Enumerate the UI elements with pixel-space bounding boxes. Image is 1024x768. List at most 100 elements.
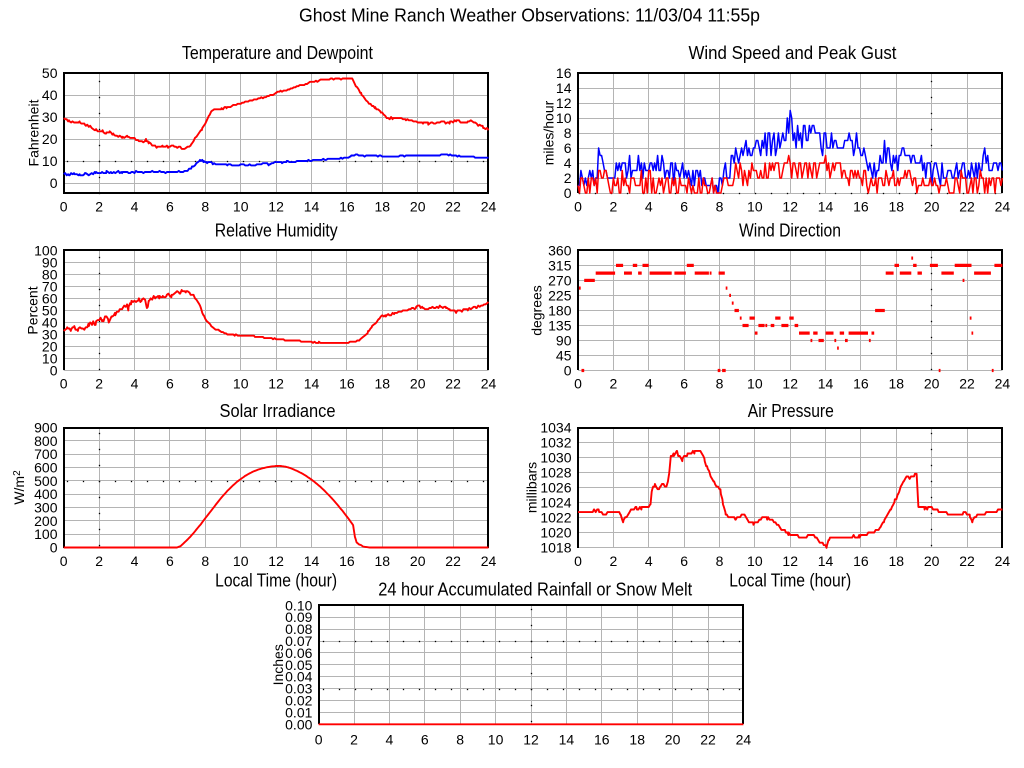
svg-text:270: 270: [548, 272, 572, 288]
svg-text:1024: 1024: [540, 495, 571, 511]
svg-text:Ghost Mine Ranch Weather Obser: Ghost Mine Ranch Weather Observations: 1…: [299, 6, 760, 26]
svg-text:Solar Irradiance: Solar Irradiance: [220, 401, 336, 421]
svg-text:90: 90: [556, 332, 572, 348]
svg-text:4: 4: [386, 731, 394, 747]
svg-text:60: 60: [42, 290, 58, 306]
svg-text:1032: 1032: [540, 435, 571, 451]
svg-text:0: 0: [60, 376, 68, 392]
svg-text:20: 20: [924, 376, 940, 392]
svg-text:70: 70: [42, 278, 58, 294]
svg-text:2: 2: [609, 553, 617, 569]
svg-text:30: 30: [42, 109, 58, 125]
svg-text:6: 6: [564, 140, 572, 156]
svg-text:12: 12: [556, 95, 572, 111]
svg-text:22: 22: [959, 199, 975, 215]
svg-text:24 hour Accumulated Rainfall o: 24 hour Accumulated Rainfall or Snow Mel…: [378, 579, 692, 599]
svg-text:2: 2: [95, 199, 103, 215]
svg-text:200: 200: [34, 513, 58, 529]
svg-text:14: 14: [304, 553, 320, 569]
svg-text:1018: 1018: [540, 540, 571, 556]
svg-text:20: 20: [42, 338, 58, 354]
svg-text:degrees: degrees: [529, 285, 545, 336]
svg-text:14: 14: [304, 199, 320, 215]
svg-text:6: 6: [680, 199, 688, 215]
svg-text:4: 4: [645, 376, 653, 392]
svg-text:2: 2: [609, 376, 617, 392]
svg-text:6: 6: [680, 553, 688, 569]
svg-text:0: 0: [50, 363, 58, 379]
svg-text:0.02: 0.02: [285, 693, 312, 709]
svg-text:8: 8: [564, 125, 572, 141]
svg-text:10: 10: [42, 153, 58, 169]
svg-text:8: 8: [201, 553, 209, 569]
svg-text:Wind Speed and Peak Gust: Wind Speed and Peak Gust: [689, 43, 897, 63]
svg-text:14: 14: [818, 376, 834, 392]
svg-text:0: 0: [50, 175, 58, 191]
svg-text:0: 0: [574, 553, 582, 569]
svg-text:W/m2: W/m2: [11, 470, 27, 505]
svg-text:8: 8: [456, 731, 464, 747]
svg-text:14: 14: [818, 199, 834, 215]
svg-text:16: 16: [853, 376, 869, 392]
svg-text:300: 300: [34, 500, 58, 516]
svg-text:20: 20: [410, 199, 426, 215]
svg-text:6: 6: [166, 199, 174, 215]
svg-text:600: 600: [34, 460, 58, 476]
svg-text:40: 40: [42, 87, 58, 103]
svg-text:0: 0: [574, 199, 582, 215]
svg-text:1020: 1020: [540, 525, 571, 541]
svg-text:8: 8: [716, 376, 724, 392]
svg-text:18: 18: [375, 199, 391, 215]
svg-text:0.05: 0.05: [285, 657, 312, 673]
svg-text:Local Time (hour): Local Time (hour): [215, 571, 337, 591]
svg-text:20: 20: [924, 199, 940, 215]
svg-text:400: 400: [34, 486, 58, 502]
svg-text:24: 24: [481, 376, 497, 392]
svg-text:10: 10: [42, 350, 58, 366]
svg-text:22: 22: [959, 376, 975, 392]
svg-text:20: 20: [410, 376, 426, 392]
svg-text:1030: 1030: [540, 450, 571, 466]
svg-text:4: 4: [645, 199, 653, 215]
svg-text:700: 700: [34, 446, 58, 462]
svg-text:180: 180: [548, 302, 572, 318]
svg-text:1022: 1022: [540, 510, 571, 526]
svg-text:0.06: 0.06: [285, 645, 312, 661]
svg-text:10: 10: [747, 199, 763, 215]
svg-text:100: 100: [34, 242, 58, 258]
svg-text:Percent: Percent: [25, 286, 41, 334]
svg-text:8: 8: [716, 553, 724, 569]
svg-text:18: 18: [629, 731, 645, 747]
svg-text:2: 2: [609, 199, 617, 215]
svg-text:18: 18: [889, 199, 905, 215]
svg-text:0.10: 0.10: [285, 597, 312, 613]
svg-text:0.00: 0.00: [285, 716, 312, 732]
svg-text:22: 22: [959, 553, 975, 569]
svg-text:30: 30: [42, 326, 58, 342]
svg-text:10: 10: [747, 376, 763, 392]
svg-text:0: 0: [60, 553, 68, 569]
svg-text:Relative Humidity: Relative Humidity: [215, 221, 338, 241]
svg-text:0.08: 0.08: [285, 621, 312, 637]
svg-text:18: 18: [375, 553, 391, 569]
svg-text:10: 10: [233, 376, 249, 392]
svg-text:8: 8: [716, 199, 724, 215]
svg-text:8: 8: [201, 199, 209, 215]
svg-text:0: 0: [564, 363, 572, 379]
svg-text:miles/hour: miles/hour: [541, 100, 557, 165]
svg-text:16: 16: [339, 199, 355, 215]
svg-text:10: 10: [747, 553, 763, 569]
svg-text:12: 12: [782, 199, 798, 215]
svg-text:Local Time (hour): Local Time (hour): [729, 571, 851, 591]
svg-text:0.01: 0.01: [285, 704, 312, 720]
svg-text:16: 16: [556, 65, 572, 81]
svg-text:2: 2: [95, 376, 103, 392]
svg-text:4: 4: [131, 199, 139, 215]
svg-text:0.09: 0.09: [285, 609, 312, 625]
svg-text:Air Pressure: Air Pressure: [748, 401, 834, 421]
svg-text:0: 0: [60, 199, 68, 215]
svg-text:50: 50: [42, 302, 58, 318]
svg-text:12: 12: [268, 376, 284, 392]
svg-text:2: 2: [95, 553, 103, 569]
svg-text:16: 16: [853, 553, 869, 569]
